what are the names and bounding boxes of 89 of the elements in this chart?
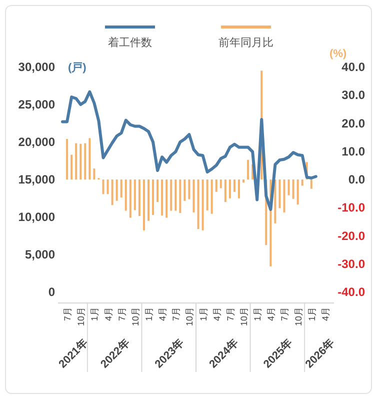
bar: [238, 180, 240, 198]
legend-label: 前年同月比: [218, 36, 274, 49]
bar: [220, 180, 222, 188]
bar: [288, 180, 290, 196]
bar: [129, 180, 132, 218]
bar: [120, 180, 122, 198]
legend-label: 着工件数: [108, 36, 152, 49]
bar: [170, 180, 172, 211]
bar: [70, 154, 73, 180]
y2-tick-label: 0.0: [348, 172, 366, 186]
bar: [111, 180, 114, 206]
bar: [88, 138, 91, 180]
x-tick-label: 10月: [239, 307, 250, 326]
bar: [247, 160, 250, 180]
bar: [197, 180, 200, 229]
x-tick-label: 1月: [306, 307, 317, 322]
x-tick-label: 1月: [144, 307, 154, 322]
x-tick-label: 10月: [293, 307, 304, 326]
y-tick-label: 0: [48, 285, 56, 299]
y-tick-label: 5,000: [24, 248, 56, 262]
y2-tick-label: -30.0: [338, 256, 366, 271]
y2-tick-label: -10.0: [338, 200, 366, 215]
bar: [174, 180, 177, 211]
bar: [106, 180, 109, 194]
y-axis-title: (戸): [68, 62, 87, 74]
bar: [188, 180, 190, 200]
bar: [292, 180, 294, 199]
bar: [124, 180, 127, 211]
bar: [224, 180, 226, 202]
y2-tick-label: -20.0: [338, 228, 366, 243]
x-tick-label: 4月: [266, 307, 276, 322]
bar: [278, 180, 281, 208]
bar: [184, 180, 186, 201]
x-tick-label: 4月: [158, 307, 168, 322]
bar: [161, 180, 164, 216]
x-tick-label: 10月: [76, 307, 86, 326]
x-tick-label: 4月: [320, 307, 330, 322]
bar: [283, 180, 286, 212]
bar: [102, 180, 104, 194]
bar: [152, 180, 154, 215]
bar: [192, 180, 195, 212]
y2-tick-label: 40.0: [342, 60, 366, 74]
bar: [134, 180, 136, 210]
bar: [116, 180, 118, 201]
y2-tick-label: 10.0: [342, 144, 366, 158]
x-tick-label: 10月: [130, 307, 140, 326]
bar: [156, 180, 159, 202]
bar: [93, 168, 96, 180]
x-tick-label: 10月: [184, 307, 195, 326]
y-tick-label: 20,000: [18, 135, 56, 149]
bar: [147, 180, 150, 221]
bar: [75, 143, 78, 180]
bar: [310, 180, 312, 189]
y2-tick-label: -40.0: [338, 285, 366, 299]
bar: [215, 180, 218, 192]
x-tick-label: 4月: [103, 307, 114, 322]
x-tick-label: 1月: [198, 307, 208, 322]
x-tick-label: 1月: [252, 307, 263, 322]
x-tick-label: 7月: [62, 307, 73, 322]
x-tick-label: 7月: [116, 307, 127, 322]
x-tick-label: 7月: [225, 307, 236, 322]
y-tick-label: 10,000: [18, 210, 56, 224]
bar: [228, 180, 231, 198]
bar: [166, 180, 168, 218]
y-tick-label: 15,000: [18, 172, 56, 186]
bar: [80, 144, 82, 180]
bar: [206, 180, 208, 210]
x-tick-label: 1月: [90, 307, 100, 322]
bar: [84, 143, 86, 180]
x-tick-label: 7月: [280, 307, 290, 322]
bar: [142, 180, 145, 230]
bar: [179, 180, 182, 213]
bar: [138, 180, 140, 216]
y2-tick-label: 30.0: [342, 88, 366, 102]
x-tick-label: 7月: [171, 307, 182, 322]
bar: [301, 180, 304, 186]
x-tick-label: 4月: [212, 307, 222, 322]
bar: [210, 180, 213, 214]
bar: [242, 180, 245, 183]
y-tick-label: 25,000: [18, 98, 56, 112]
bar: [296, 180, 299, 205]
y2-axis-title: (%): [329, 48, 347, 60]
line-series: [61, 90, 318, 211]
bar: [202, 180, 204, 230]
bar: [274, 180, 276, 224]
y2-tick-label: 20.0: [342, 116, 366, 130]
bar: [66, 139, 68, 180]
y-tick-label: 30,000: [18, 60, 56, 74]
bar: [233, 180, 236, 192]
